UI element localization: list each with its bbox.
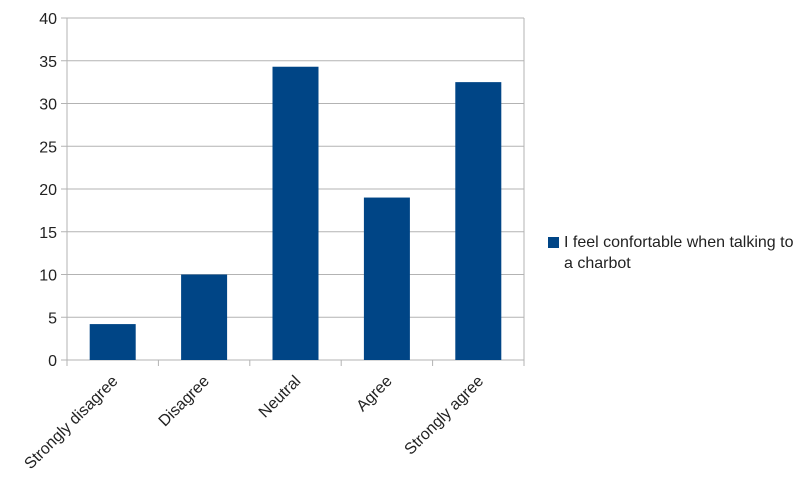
bar <box>363 197 410 360</box>
axes <box>66 18 525 366</box>
bar <box>272 66 319 361</box>
y-tick-label: 35 <box>39 54 57 71</box>
bar <box>181 274 228 360</box>
y-tick-label: 40 <box>39 11 57 28</box>
y-tick-labels: 0 5 10 15 20 25 30 35 40 <box>39 11 57 370</box>
x-tick-label: Neutral <box>256 373 304 421</box>
y-tick-label: 10 <box>39 268 57 285</box>
legend-swatch <box>548 237 559 248</box>
legend-label: I feel confortable when talking to a cha… <box>564 234 794 272</box>
x-tick-label: Disagree <box>156 373 213 430</box>
y-tick-label: 0 <box>48 353 57 370</box>
x-tick-labels: Strongly disagree Disagree Neutral Agree Str… <box>21 373 487 473</box>
y-tick-label: 25 <box>39 139 57 156</box>
bar <box>89 324 136 360</box>
y-tick-label: 5 <box>48 310 57 327</box>
y-tick-label: 20 <box>39 182 57 199</box>
bars <box>89 66 502 361</box>
y-tick-label: 15 <box>39 225 57 242</box>
bar <box>455 82 502 360</box>
x-tick-label: Strongly disagree <box>21 373 121 473</box>
x-tick-label: Agree <box>354 373 396 415</box>
x-tick-label: Strongly agree <box>402 373 488 459</box>
y-tick-label: 30 <box>39 97 57 114</box>
legend: I feel confortable when talking to a cha… <box>548 232 798 274</box>
